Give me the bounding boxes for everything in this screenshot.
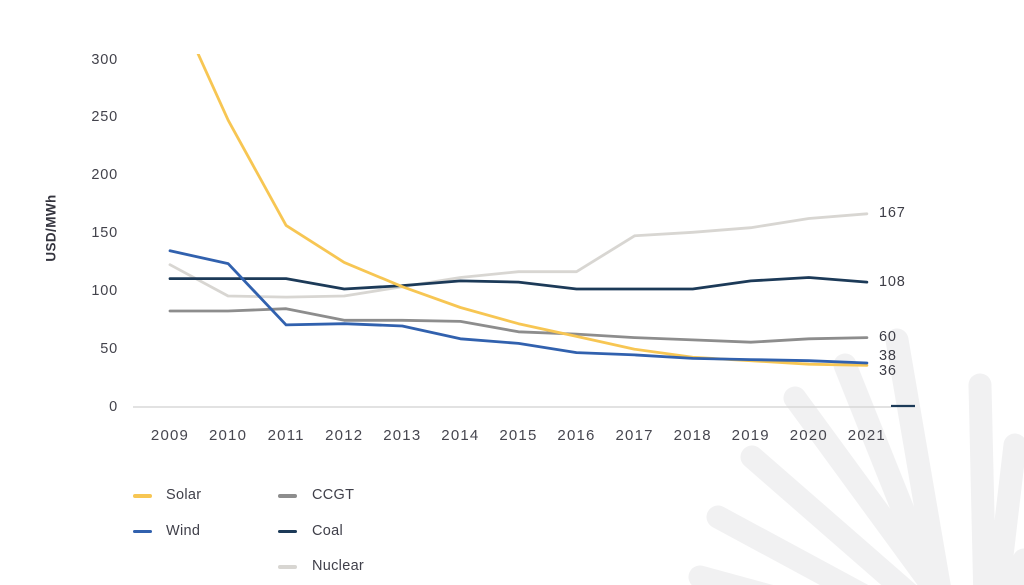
x-tick-label-2015: 2015 [499, 427, 538, 444]
y-tick-label-150: 150 [91, 225, 118, 241]
x-tick-label-2017: 2017 [615, 427, 654, 444]
legend-swatch-solar [133, 494, 152, 498]
legend-label-solar: Solar [166, 487, 202, 503]
x-tick-label-2013: 2013 [383, 427, 422, 444]
series-end-label-nuclear: 167 [879, 205, 906, 222]
legend-swatch-wind [133, 529, 152, 534]
watermark-ray [740, 445, 917, 585]
series-line-coal [168, 276, 869, 291]
legend-label-ccgt: CCGT [312, 487, 355, 503]
watermark-ray [706, 505, 869, 585]
y-tick-label-50: 50 [100, 340, 118, 357]
watermark-ray [968, 373, 997, 585]
y-tick-label-200: 200 [91, 167, 118, 184]
watermark-ray [986, 433, 1024, 585]
y-tick-label-100: 100 [91, 282, 118, 299]
x-tick-label-2020: 2020 [789, 427, 828, 444]
x-tick-label-2011: 2011 [267, 427, 305, 444]
y-tick-label-300: 300 [91, 51, 118, 68]
legend-swatch-coal [278, 529, 297, 534]
x-tick-label-2012: 2012 [325, 427, 364, 444]
x-tick-label-2014: 2014 [441, 427, 480, 444]
legend-label-nuclear: Nuclear [312, 558, 365, 574]
x-tick-label-2010: 2010 [208, 427, 248, 444]
series-end-label-wind: 38 [879, 348, 897, 365]
x-tick-label-2021: 2021 [847, 427, 886, 444]
legend-swatch-nuclear [278, 565, 297, 569]
x-tick-label-2018: 2018 [673, 427, 712, 444]
x-tick-label-2019: 2019 [731, 427, 770, 444]
y-tick-label-250: 250 [91, 109, 118, 126]
series-line-nuclear [168, 212, 869, 299]
series-end-label-ccgt: 60 [879, 329, 897, 346]
legend-label-wind: Wind [166, 522, 201, 539]
watermark-ray [885, 328, 951, 585]
series-end-label-coal: 108 [879, 273, 906, 290]
series-line-ccgt [168, 307, 869, 344]
series-line-solar [196, 54, 869, 367]
x-tick-label-2016: 2016 [557, 427, 596, 444]
legend-swatch-ccgt [278, 494, 297, 498]
series-end-label-solar: 36 [879, 362, 897, 379]
series-line-wind [168, 249, 869, 365]
legend-label-coal: Coal [312, 522, 344, 539]
y-tick-label-0: 0 [109, 398, 118, 415]
x-tick-label-2009: 2009 [150, 427, 190, 444]
watermark-ray [833, 353, 937, 577]
